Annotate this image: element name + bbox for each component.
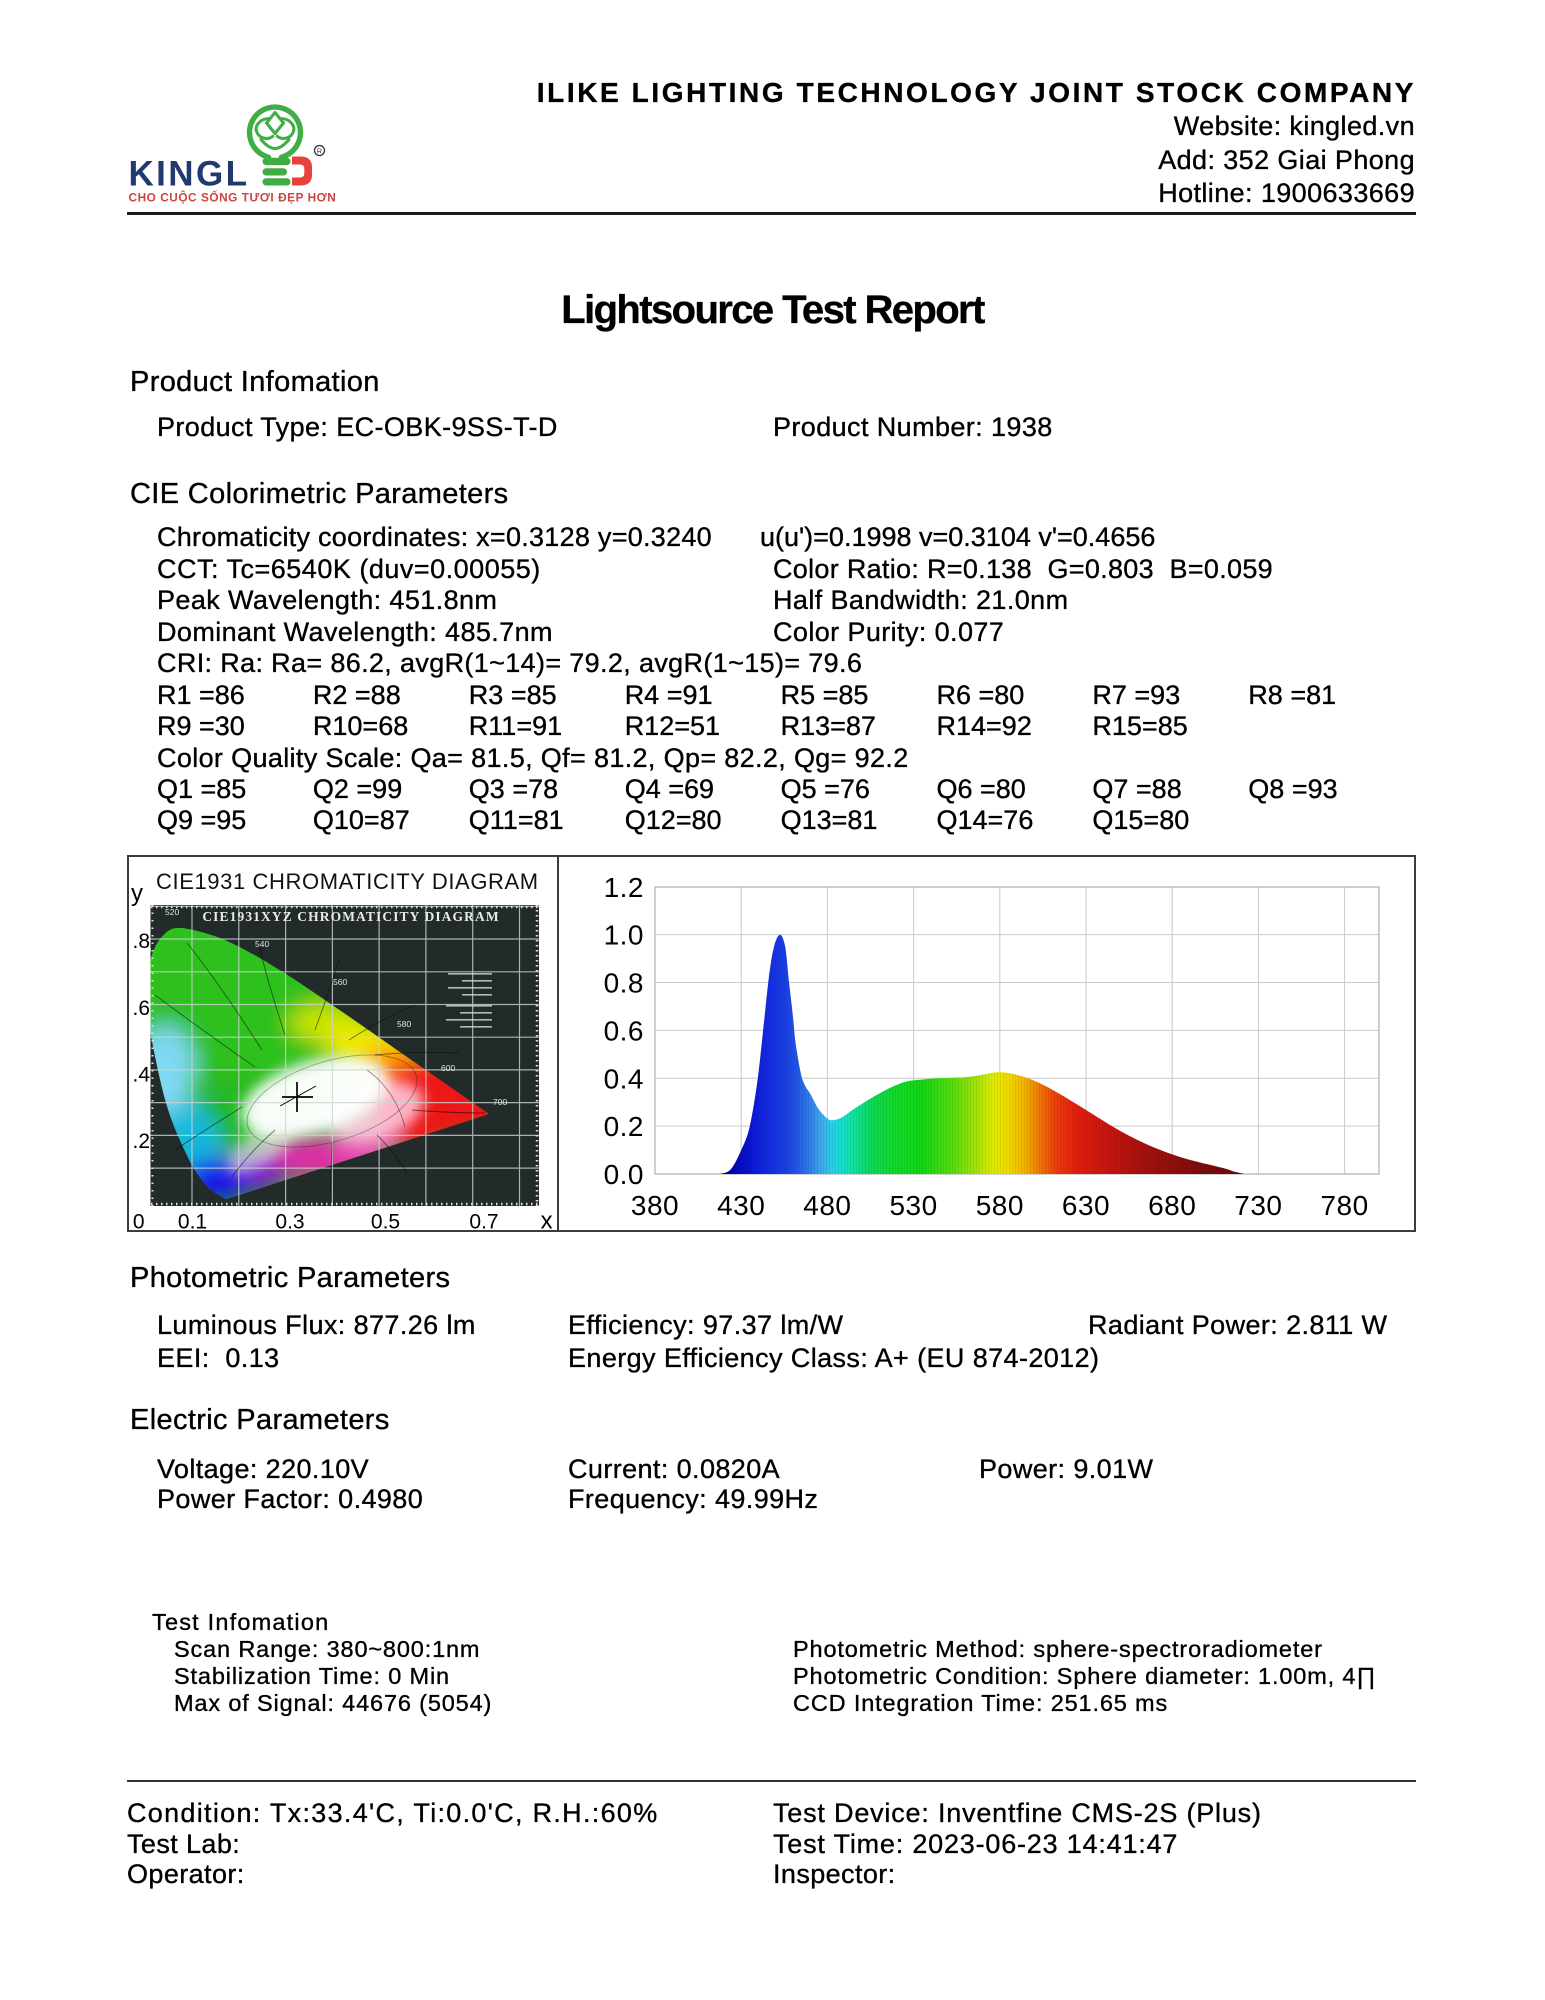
svg-text:530: 530 [889,1190,937,1221]
svg-text:430: 430 [717,1190,765,1221]
svg-text:y: y [131,880,143,907]
svg-text:680: 680 [1148,1190,1196,1221]
svg-text:R: R [317,146,322,155]
svg-text:560: 560 [333,977,347,987]
svg-text:480: 480 [803,1190,851,1221]
svg-text:780: 780 [1320,1190,1368,1221]
svg-text:KINGL: KINGL [129,155,250,194]
svg-text:1.2: 1.2 [604,872,644,903]
svg-text:CIE1931 CHROMATICITY DIAGRAM: CIE1931 CHROMATICITY DIAGRAM [156,869,539,894]
svg-text:0.1: 0.1 [178,1211,207,1233]
svg-text:0.8: 0.8 [604,968,644,999]
svg-text:600: 600 [441,1063,455,1073]
svg-text:0.7: 0.7 [469,1211,498,1233]
svg-text:CHO CUỘC SỐNG TƯƠI ĐẸP HƠN: CHO CUỘC SỐNG TƯƠI ĐẸP HƠN [129,191,337,205]
svg-text:CIE1931XYZ CHROMATICITY DIAGRA: CIE1931XYZ CHROMATICITY DIAGRAM [202,909,499,924]
svg-text:380: 380 [631,1190,679,1221]
svg-text:1.0: 1.0 [604,920,644,951]
svg-text:.4: .4 [132,1063,150,1086]
svg-text:580: 580 [976,1190,1024,1221]
svg-text:540: 540 [255,939,269,949]
svg-text:0: 0 [133,1211,145,1233]
svg-text:0.3: 0.3 [275,1211,304,1233]
svg-text:520: 520 [165,907,179,917]
svg-text:0.2: 0.2 [604,1111,644,1142]
svg-text:.2: .2 [132,1130,150,1153]
svg-text:730: 730 [1234,1190,1282,1221]
svg-text:510: 510 [137,945,151,955]
svg-text:0.5: 0.5 [371,1211,400,1233]
svg-text:580: 580 [397,1019,411,1029]
svg-text:.6: .6 [132,997,150,1020]
svg-text:x: x [541,1208,553,1233]
svg-text:0.4: 0.4 [604,1063,644,1094]
svg-text:.8: .8 [132,930,150,953]
svg-text:0.0: 0.0 [604,1159,644,1190]
svg-text:0.6: 0.6 [604,1015,644,1046]
svg-text:630: 630 [1062,1190,1110,1221]
svg-text:700: 700 [493,1097,507,1107]
